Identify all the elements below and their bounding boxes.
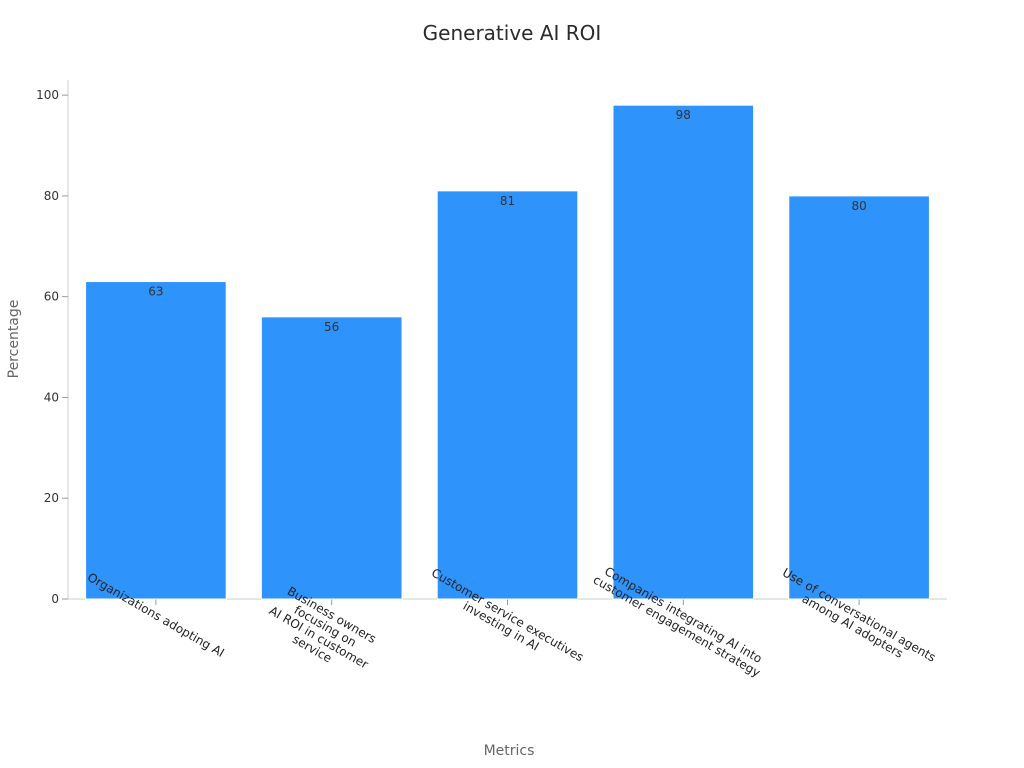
bar (85, 281, 227, 600)
bar-value-label: 80 (851, 199, 866, 213)
bar (612, 104, 755, 600)
x-axis-title: Metrics (484, 743, 535, 759)
bar-value-label: 56 (324, 320, 339, 334)
y-tick-label: 100 (36, 88, 59, 102)
y-tick-label: 60 (44, 290, 59, 304)
y-axis-title: Percentage (6, 300, 22, 379)
bar-value-label: 98 (676, 108, 691, 122)
bar (788, 195, 930, 600)
y-tick-label: 0 (51, 592, 59, 606)
bar-value-label: 81 (500, 194, 515, 208)
chart-title: Generative AI ROI (423, 21, 602, 45)
y-axis: 0 20 40 60 80 100 (36, 80, 69, 606)
y-tick-label: 40 (44, 390, 59, 404)
y-tick-label: 20 (44, 491, 59, 505)
data-labels: 63 56 81 98 80 (148, 108, 866, 334)
bars (85, 104, 930, 600)
y-tick-label: 80 (44, 189, 59, 203)
bar (436, 190, 579, 600)
bar (260, 316, 403, 600)
bar-value-label: 63 (148, 285, 163, 299)
